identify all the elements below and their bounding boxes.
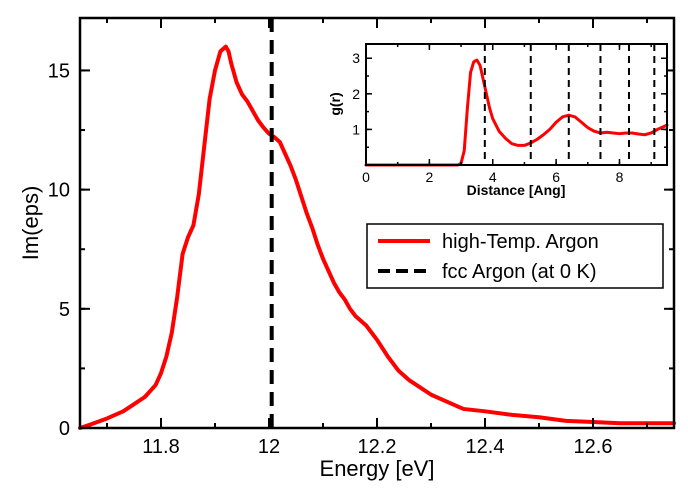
inset-x-ticks: 0 2 4 6 8	[362, 44, 652, 185]
legend-label-high-temp-argon: high-Temp. Argon	[442, 231, 599, 253]
main-y-tick-label: 10	[48, 180, 70, 202]
inset-background	[366, 44, 667, 165]
inset-x-tick-label: 0	[362, 169, 370, 185]
legend-label-fcc-argon: fcc Argon (at 0 K)	[442, 261, 597, 283]
inset-x-tick-label: 8	[616, 169, 624, 185]
inset-y-ticks: 1 2 3	[352, 50, 667, 166]
inset-x-tick-label: 2	[425, 169, 433, 185]
main-series-high-temp-argon	[78, 44, 676, 430]
main-x-tick-label: 12	[258, 436, 280, 458]
inset-y-tick-label: 2	[352, 86, 360, 102]
inset-plot-marks	[364, 44, 669, 167]
main-y-tick-label: 15	[48, 60, 70, 82]
main-x-tick-label: 12.4	[466, 436, 505, 458]
inset-series-0	[364, 58, 669, 167]
main-x-tick-label: 12.6	[574, 436, 613, 458]
main-x-axis-label: Energy [eV]	[320, 456, 435, 481]
main-y-tick-label: 5	[59, 299, 70, 321]
inset-y-axis-label: g(r)	[327, 92, 343, 115]
main-x-tick-label: 12.2	[358, 436, 397, 458]
inset-x-tick-label: 6	[552, 169, 560, 185]
inset-y-tick-label: 3	[352, 50, 360, 66]
inset-plot-frame	[365, 43, 668, 166]
inset-x-tick-label: 4	[489, 169, 497, 185]
main-x-tick-label: 11.8	[142, 436, 179, 458]
inset-y-tick-label: 1	[352, 121, 360, 137]
inset-plot: 0 2 4 6 8 1 2 3 Distance [Ang] g(r)	[327, 43, 669, 198]
inset-x-axis-label: Distance [Ang]	[467, 182, 566, 198]
main-y-axis-label: Im(eps)	[18, 186, 43, 261]
legend: high-Temp. Argon fcc Argon (at 0 K)	[366, 223, 664, 289]
legend-box	[366, 223, 664, 289]
main-y-tick-label: 0	[59, 418, 70, 440]
main-plot-marks	[78, 18, 676, 430]
main-x-ticks: 11.8 12 12.2 12.4 12.6	[106, 18, 648, 458]
